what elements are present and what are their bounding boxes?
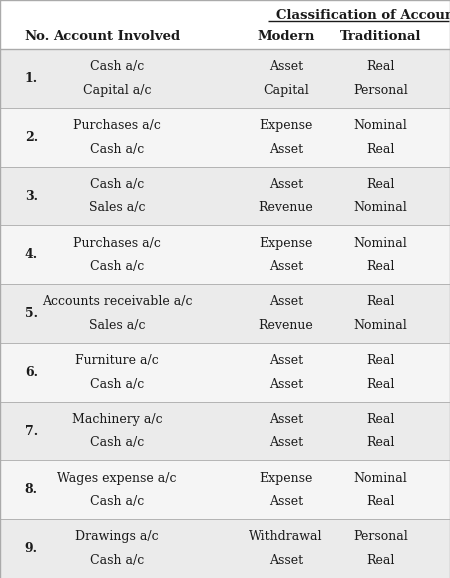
Text: Asset: Asset	[269, 554, 303, 567]
Bar	[0, 0, 450, 49]
Text: Asset: Asset	[269, 413, 303, 426]
Bar	[0, 225, 450, 284]
Text: Traditional: Traditional	[339, 30, 421, 43]
Text: Wages expense a/c: Wages expense a/c	[57, 472, 177, 484]
Text: Cash a/c: Cash a/c	[90, 436, 144, 449]
Text: Real: Real	[366, 413, 395, 426]
Text: Asset: Asset	[269, 60, 303, 73]
Text: Real: Real	[366, 260, 395, 273]
Text: Asset: Asset	[269, 143, 303, 155]
Text: 4.: 4.	[25, 249, 38, 261]
Text: Asset: Asset	[269, 295, 303, 308]
Text: Cash a/c: Cash a/c	[90, 60, 144, 73]
Text: Asset: Asset	[269, 178, 303, 191]
Text: Cash a/c: Cash a/c	[90, 554, 144, 567]
Text: Real: Real	[366, 436, 395, 449]
Text: Modern: Modern	[257, 30, 315, 43]
Text: Purchases a/c: Purchases a/c	[73, 236, 161, 250]
Text: Real: Real	[366, 143, 395, 155]
Text: Cash a/c: Cash a/c	[90, 143, 144, 155]
Text: Nominal: Nominal	[353, 472, 407, 484]
Text: Furniture a/c: Furniture a/c	[75, 354, 159, 367]
Text: 6.: 6.	[25, 366, 38, 379]
Bar	[0, 519, 450, 578]
Bar	[0, 461, 450, 519]
Text: 8.: 8.	[25, 483, 38, 497]
Text: Asset: Asset	[269, 495, 303, 508]
Bar	[0, 343, 450, 402]
Text: Sales a/c: Sales a/c	[89, 319, 145, 332]
Text: Capital: Capital	[263, 84, 309, 97]
Text: Nominal: Nominal	[353, 236, 407, 250]
Text: Real: Real	[366, 178, 395, 191]
Text: Personal: Personal	[353, 531, 408, 543]
Bar	[0, 402, 450, 461]
Bar	[0, 49, 450, 108]
Text: Real: Real	[366, 554, 395, 567]
Text: Real: Real	[366, 60, 395, 73]
Bar	[0, 166, 450, 225]
Text: Sales a/c: Sales a/c	[89, 201, 145, 214]
Text: Nominal: Nominal	[353, 119, 407, 132]
Text: 9.: 9.	[25, 542, 38, 555]
Text: Expense: Expense	[259, 119, 312, 132]
Text: 1.: 1.	[25, 72, 38, 85]
Text: Expense: Expense	[259, 236, 312, 250]
Text: Real: Real	[366, 295, 395, 308]
Text: No.: No.	[25, 30, 50, 43]
Text: Personal: Personal	[353, 84, 408, 97]
Text: 7.: 7.	[25, 425, 38, 438]
Text: Revenue: Revenue	[258, 319, 313, 332]
Text: Nominal: Nominal	[353, 319, 407, 332]
Bar	[0, 108, 450, 166]
Text: Real: Real	[366, 354, 395, 367]
Text: Cash a/c: Cash a/c	[90, 178, 144, 191]
Text: Accounts receivable a/c: Accounts receivable a/c	[42, 295, 192, 308]
Text: Drawings a/c: Drawings a/c	[75, 531, 159, 543]
Text: Real: Real	[366, 495, 395, 508]
Text: Asset: Asset	[269, 436, 303, 449]
Text: Cash a/c: Cash a/c	[90, 260, 144, 273]
Text: 5.: 5.	[25, 307, 38, 320]
Text: Asset: Asset	[269, 377, 303, 391]
Text: Capital a/c: Capital a/c	[83, 84, 151, 97]
Bar	[0, 284, 450, 343]
Text: Expense: Expense	[259, 472, 312, 484]
Text: Revenue: Revenue	[258, 201, 313, 214]
Text: Purchases a/c: Purchases a/c	[73, 119, 161, 132]
Text: Account Involved: Account Involved	[54, 30, 180, 43]
Text: Classification of Account: Classification of Account	[276, 9, 450, 22]
Text: Asset: Asset	[269, 260, 303, 273]
Text: Real: Real	[366, 377, 395, 391]
Text: Machinery a/c: Machinery a/c	[72, 413, 162, 426]
Text: Withdrawal: Withdrawal	[249, 531, 323, 543]
Text: Asset: Asset	[269, 354, 303, 367]
Text: Nominal: Nominal	[353, 201, 407, 214]
Text: 3.: 3.	[25, 190, 38, 202]
Text: 2.: 2.	[25, 131, 38, 144]
Text: Cash a/c: Cash a/c	[90, 377, 144, 391]
Text: Cash a/c: Cash a/c	[90, 495, 144, 508]
